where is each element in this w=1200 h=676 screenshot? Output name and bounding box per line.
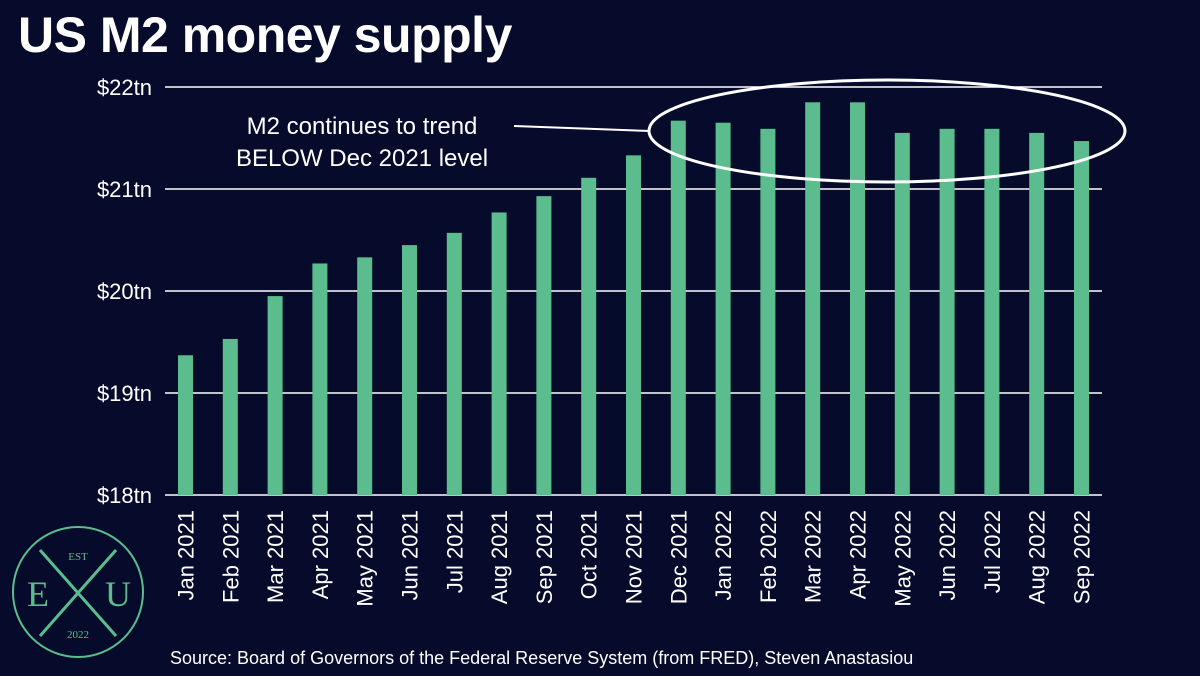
exu-logo: EST E X U 2022 <box>12 526 144 658</box>
y-tick-label: $22tn <box>97 75 152 100</box>
x-tick-label: Mar 2021 <box>263 510 288 603</box>
annotation: M2 continues to trend BELOW Dec 2021 lev… <box>236 78 1127 184</box>
x-tick-label: Apr 2022 <box>846 510 871 599</box>
annotation-pointer-line <box>513 125 651 132</box>
x-tick-label: Feb 2022 <box>756 510 781 603</box>
x-tick-label: Apr 2021 <box>308 510 333 599</box>
bar <box>312 263 328 495</box>
bars <box>178 102 1089 496</box>
y-tick-label: $20tn <box>97 279 152 304</box>
bar <box>626 155 641 495</box>
x-tick-label: Jul 2021 <box>442 510 467 593</box>
logo-letter-e: E <box>27 574 49 614</box>
y-tick-label: $18tn <box>97 483 152 508</box>
x-tick-label: Feb 2021 <box>218 510 243 603</box>
x-tick-label: Jun 2021 <box>398 510 423 601</box>
x-tick-label: Jan 2022 <box>711 510 736 601</box>
bar <box>357 257 373 495</box>
annotation-line-1: M2 continues to trend <box>247 113 478 140</box>
x-tick-label: May 2021 <box>353 510 378 607</box>
bar <box>222 338 238 495</box>
x-tick-label: Nov 2021 <box>622 510 647 604</box>
x-tick-label: Oct 2021 <box>577 510 602 599</box>
x-tick-label: Jun 2022 <box>935 510 960 601</box>
bar <box>267 296 283 495</box>
bar <box>536 196 552 495</box>
bar <box>850 102 865 496</box>
bar <box>715 122 731 495</box>
bar <box>984 128 1000 495</box>
logo-est: EST <box>68 551 88 563</box>
logo-ring <box>12 526 144 658</box>
chart-title: US M2 money supply <box>18 7 512 63</box>
x-tick-label: May 2022 <box>890 510 915 607</box>
y-tick-label: $21tn <box>97 177 152 202</box>
x-tick-label: Sep 2022 <box>1070 510 1095 604</box>
bar <box>760 128 776 495</box>
logo-year: 2022 <box>67 629 89 641</box>
annotation-line-2: BELOW Dec 2021 level <box>236 145 488 172</box>
logo-letter-u: U <box>105 574 131 614</box>
bar <box>939 128 955 495</box>
x-tick-label: Mar 2022 <box>801 510 826 603</box>
bar <box>581 177 597 495</box>
x-axis-tick-labels: Jan 2021 Feb 2021 Mar 2021 Apr 2021 May 2021… <box>174 510 1095 607</box>
bar <box>402 245 417 495</box>
x-tick-label: Dec 2021 <box>666 510 691 604</box>
logo-cross-b <box>38 549 118 637</box>
bar <box>805 102 821 496</box>
bar <box>1074 141 1089 495</box>
bar <box>491 212 507 495</box>
bar <box>670 120 686 495</box>
x-tick-label: Aug 2022 <box>1025 510 1050 604</box>
bar <box>178 355 193 495</box>
x-tick-label: Aug 2021 <box>487 510 512 604</box>
y-tick-label: $19tn <box>97 381 152 406</box>
source-note: Source: Board of Governors of the Federa… <box>170 648 914 668</box>
bar <box>1029 132 1045 495</box>
x-tick-label: Jul 2022 <box>980 510 1005 593</box>
x-tick-label: Jan 2021 <box>174 510 199 601</box>
bar <box>446 232 462 496</box>
bar <box>894 132 910 495</box>
x-tick-label: Sep 2021 <box>532 510 557 604</box>
y-axis-tick-labels: $18tn $19tn $20tn $21tn $22tn <box>97 75 152 508</box>
